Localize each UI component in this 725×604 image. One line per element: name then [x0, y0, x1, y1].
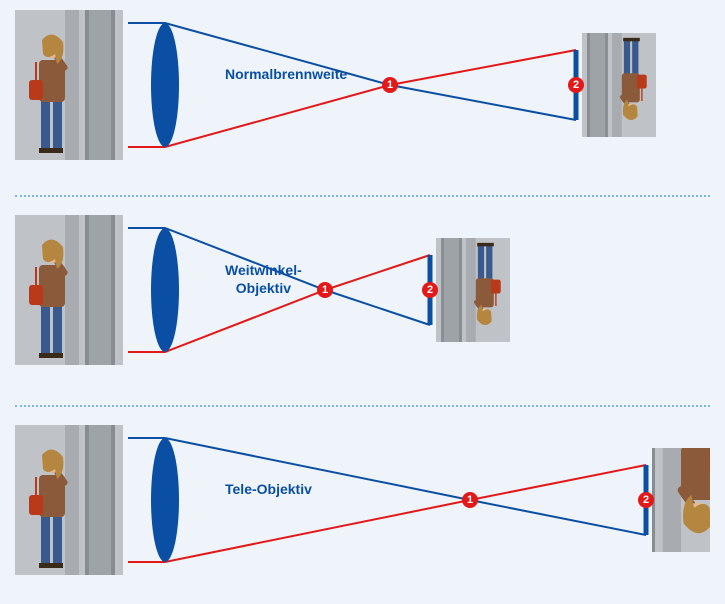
sensor-marker: 2	[568, 77, 584, 93]
sensor-marker: 2	[638, 492, 654, 508]
projected-image	[436, 238, 510, 342]
lens-type-label-tele: Tele-Objektiv	[225, 481, 312, 499]
focal-point-marker: 1	[382, 77, 398, 93]
subject-photo	[15, 10, 123, 160]
lens-type-label-wide: Weitwinkel- Objektiv	[225, 262, 302, 297]
lens-icon	[151, 23, 179, 147]
focal-point-marker: 1	[462, 492, 478, 508]
subject-photo	[15, 215, 123, 365]
subject-photo	[15, 425, 123, 575]
projected-image	[582, 33, 656, 137]
lens-icon	[151, 438, 179, 562]
lens-icon	[151, 228, 179, 352]
lens-diagram-tele: Tele-Objektiv 1 2	[0, 425, 725, 595]
lens-type-label-normal: Normalbrennweite	[225, 66, 347, 84]
panel-separator	[15, 195, 710, 197]
focal-point-marker: 1	[317, 282, 333, 298]
projected-image	[652, 448, 710, 552]
sensor-marker: 2	[422, 282, 438, 298]
lens-diagram-wide: Weitwinkel- Objektiv 1 2	[0, 215, 725, 385]
lens-diagram-normal: Normalbrennweite 1 2	[0, 10, 725, 180]
panel-separator	[15, 405, 710, 407]
